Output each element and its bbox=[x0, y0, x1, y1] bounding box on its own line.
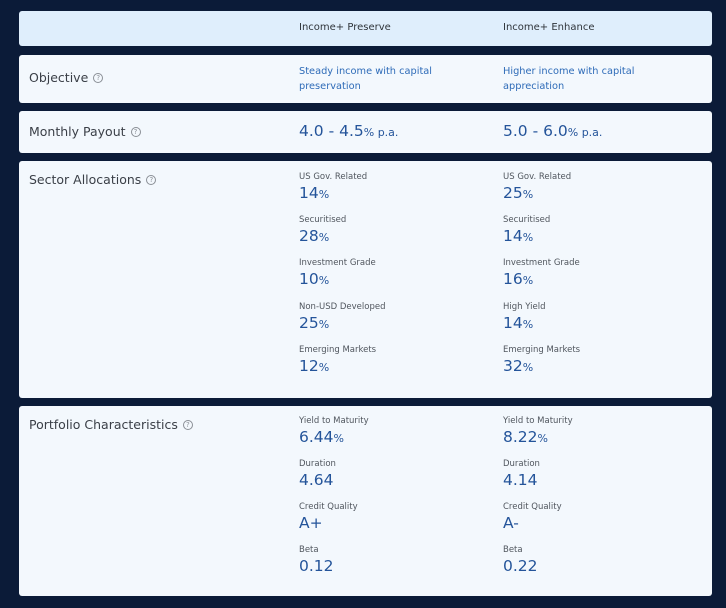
characteristic-value: 0.22 bbox=[503, 557, 538, 575]
characteristic-name: Credit Quality bbox=[503, 502, 562, 512]
allocation-name: Investment Grade bbox=[299, 258, 376, 268]
allocation-item: Investment Grade 10% bbox=[299, 258, 376, 288]
characteristic-value: 4.64 bbox=[299, 471, 334, 489]
column-header-income-plus-preserve: Income+ Preserve bbox=[299, 22, 391, 33]
characteristic-item: Duration 4.14 bbox=[503, 459, 540, 489]
characteristic-item: Credit Quality A- bbox=[503, 502, 562, 532]
allocation-value: 12% bbox=[299, 357, 330, 375]
monthly-payout-row: Monthly Payout ? 4.0 - 4.5% p.a. 5.0 - 6… bbox=[19, 111, 712, 153]
characteristic-item: Yield to Maturity 6.44% bbox=[299, 416, 369, 446]
column-header-income-plus-enhance: Income+ Enhance bbox=[503, 22, 595, 33]
allocation-item: US Gov. Related 25% bbox=[503, 172, 571, 202]
allocation-item: Securitised 14% bbox=[503, 215, 550, 245]
allocation-name: US Gov. Related bbox=[503, 172, 572, 182]
characteristic-name: Beta bbox=[299, 545, 319, 555]
portfolio-characteristics-row: Portfolio Characteristics ? Yield to Mat… bbox=[19, 406, 712, 596]
allocation-item: Securitised 28% bbox=[299, 215, 346, 245]
payout-preserve-unit: % p.a. bbox=[363, 126, 399, 139]
characteristic-value: 8.22% bbox=[503, 428, 548, 446]
characteristic-value: A- bbox=[503, 514, 519, 532]
allocation-item: High Yield 14% bbox=[503, 302, 545, 332]
payout-preserve-range: 4.0 - 4.5 bbox=[299, 122, 364, 140]
allocation-value: 14% bbox=[503, 314, 534, 332]
characteristic-name: Yield to Maturity bbox=[299, 416, 369, 426]
allocation-name: Emerging Markets bbox=[299, 345, 377, 355]
allocation-name: Investment Grade bbox=[503, 258, 580, 268]
allocation-item: Investment Grade 16% bbox=[503, 258, 580, 288]
allocation-value: 25% bbox=[299, 314, 330, 332]
payout-enhance: 5.0 - 6.0% p.a. bbox=[503, 122, 602, 140]
portfolio-characteristics-label: Portfolio Characteristics ? bbox=[29, 417, 193, 432]
characteristic-value: 4.14 bbox=[503, 471, 538, 489]
characteristic-item: Beta 0.22 bbox=[503, 545, 538, 575]
objective-enhance: Higher income with capital appreciation bbox=[503, 66, 635, 92]
payout-enhance-unit: % p.a. bbox=[567, 126, 603, 139]
allocation-value: 16% bbox=[503, 270, 534, 288]
characteristic-item: Duration 4.64 bbox=[299, 459, 336, 489]
characteristic-item: Credit Quality A+ bbox=[299, 502, 358, 532]
sector-allocations-row: Sector Allocations ? US Gov. Related 14%… bbox=[19, 161, 712, 398]
help-icon[interactable]: ? bbox=[130, 126, 141, 137]
payout-preserve: 4.0 - 4.5% p.a. bbox=[299, 122, 398, 140]
allocation-name: Securitised bbox=[299, 215, 347, 225]
allocation-name: Emerging Markets bbox=[503, 345, 581, 355]
allocation-value: 25% bbox=[503, 184, 534, 202]
characteristic-item: Beta 0.12 bbox=[299, 545, 334, 575]
comparison-header: Income+ Preserve Income+ Enhance bbox=[19, 11, 712, 46]
characteristic-name: Duration bbox=[299, 459, 336, 469]
characteristic-item: Yield to Maturity 8.22% bbox=[503, 416, 573, 446]
help-icon[interactable]: ? bbox=[182, 419, 193, 430]
allocation-name: Securitised bbox=[503, 215, 551, 225]
allocation-name: Non-USD Developed bbox=[299, 302, 386, 312]
allocation-item: Emerging Markets 32% bbox=[503, 345, 580, 375]
objective-label-text: Objective bbox=[29, 70, 89, 85]
sector-allocations-label: Sector Allocations ? bbox=[29, 172, 157, 187]
objective-row: Objective ? Steady income with capital p… bbox=[19, 55, 712, 103]
sector-allocations-label-text: Sector Allocations bbox=[29, 172, 142, 187]
help-icon[interactable]: ? bbox=[93, 72, 104, 83]
help-icon[interactable]: ? bbox=[146, 174, 157, 185]
characteristic-name: Beta bbox=[503, 545, 523, 555]
characteristic-name: Yield to Maturity bbox=[503, 416, 573, 426]
allocation-item: US Gov. Related 14% bbox=[299, 172, 367, 202]
portfolio-characteristics-label-text: Portfolio Characteristics bbox=[29, 417, 178, 432]
payout-enhance-range: 5.0 - 6.0 bbox=[503, 122, 568, 140]
characteristic-name: Duration bbox=[503, 459, 540, 469]
allocation-item: Non-USD Developed 25% bbox=[299, 302, 386, 332]
monthly-payout-label-text: Monthly Payout bbox=[29, 124, 126, 139]
characteristic-value: A+ bbox=[299, 514, 323, 532]
allocation-name: US Gov. Related bbox=[299, 172, 368, 182]
monthly-payout-label: Monthly Payout ? bbox=[29, 124, 141, 139]
allocation-value: 10% bbox=[299, 270, 330, 288]
characteristic-value: 6.44% bbox=[299, 428, 344, 446]
allocation-value: 14% bbox=[299, 184, 330, 202]
allocation-value: 32% bbox=[503, 357, 534, 375]
allocation-item: Emerging Markets 12% bbox=[299, 345, 376, 375]
allocation-name: High Yield bbox=[503, 302, 546, 312]
characteristic-name: Credit Quality bbox=[299, 502, 358, 512]
allocation-value: 14% bbox=[503, 227, 534, 245]
objective-preserve: Steady income with capital preservation bbox=[299, 66, 433, 92]
allocation-value: 28% bbox=[299, 227, 330, 245]
characteristic-value: 0.12 bbox=[299, 557, 334, 575]
objective-label: Objective ? bbox=[29, 70, 104, 85]
